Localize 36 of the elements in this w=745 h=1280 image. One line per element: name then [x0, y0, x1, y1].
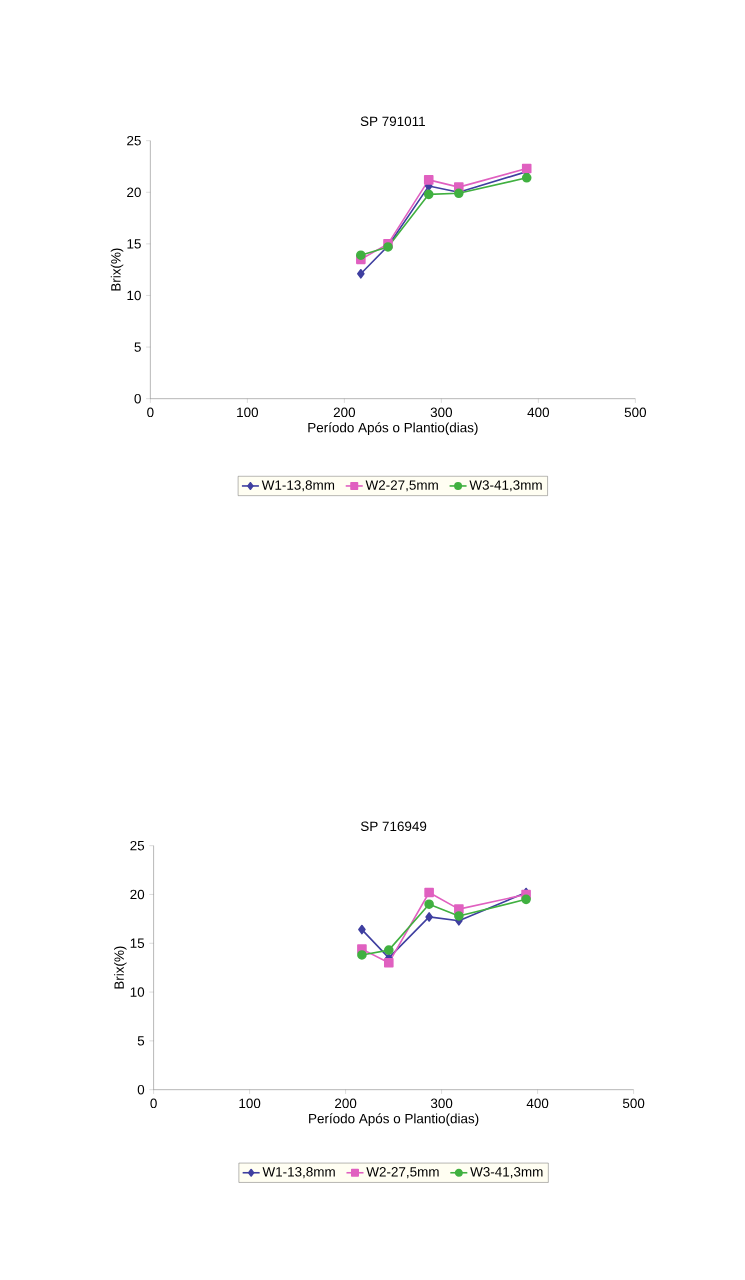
legend-label: W2-27,5mm: [366, 1167, 439, 1179]
x-tick-label: 300: [430, 407, 453, 418]
legend-label: W1-13,8mm: [262, 1167, 335, 1179]
x-tick-label: 200: [335, 1098, 357, 1109]
chart-title: SP 716949: [360, 821, 427, 831]
chart-title: SP 791011: [360, 116, 425, 126]
y-tick-label: 15: [127, 239, 141, 249]
x-tick-label: 500: [622, 1098, 645, 1109]
x-tick-label: 500: [624, 407, 647, 418]
x-tick-label: 400: [526, 1098, 549, 1109]
y-tick-label: 25: [130, 840, 145, 851]
x-tick-label: 100: [239, 1098, 261, 1109]
legend-label: W2-27,5mm: [365, 480, 438, 492]
y-tick-label: 5: [137, 1036, 145, 1046]
x-tick-label: 100: [237, 407, 259, 418]
x-tick-label: 200: [333, 407, 356, 418]
y-axis-title: Brix(%): [114, 946, 127, 989]
legend-label: W1-13,8mm: [261, 480, 335, 492]
x-axis-title: Período Após o Plantio(dias): [309, 1113, 479, 1126]
y-tick-label: 15: [130, 938, 145, 948]
y-tick-label: 25: [127, 135, 141, 146]
y-tick-label: 5: [134, 342, 141, 352]
x-tick-label: 0: [147, 407, 154, 418]
x-tick-label: 300: [430, 1098, 453, 1109]
x-tick-label: 400: [527, 407, 550, 418]
y-tick-label: 0: [134, 393, 141, 404]
x-tick-label: 0: [150, 1098, 157, 1109]
y-tick-label: 10: [130, 987, 145, 997]
y-tick-label: 20: [127, 187, 141, 198]
legend-label: W3-41,3mm: [470, 1167, 543, 1179]
legend-label: W3-41,3mm: [469, 480, 542, 492]
y-axis-title: Brix(%): [110, 248, 124, 291]
x-axis-title: Período Após o Plantio(dias): [308, 422, 478, 435]
y-tick-label: 10: [127, 290, 141, 301]
y-tick-label: 20: [130, 889, 145, 900]
y-tick-label: 0: [137, 1084, 145, 1095]
